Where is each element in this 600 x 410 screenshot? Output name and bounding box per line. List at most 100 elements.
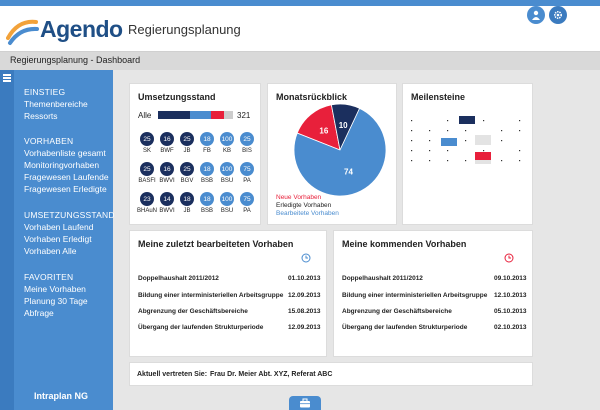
nav-group-einstieg: EINSTIEG Themenbereiche Ressorts [24,86,88,122]
alle-progress-bar[interactable] [158,111,233,119]
sidebar-footer: Intraplan NG [34,391,89,401]
list-item[interactable]: Bildung einer interministeriellen Arbeit… [342,292,488,299]
list-item[interactable]: Übergang der laufenden Strukturperiode [342,324,468,331]
vertretung-label: Aktuell vertreten Sie: [137,371,208,378]
nav-heading[interactable]: EINSTIEG [24,87,66,97]
status-bubble[interactable]: 16 [160,132,174,146]
status-bubble[interactable]: 16 [160,162,174,176]
pie-slice[interactable] [293,107,387,197]
list-title: Meine zuletzt bearbeiteten Vorhaben [138,239,294,249]
bubble-label: JB [183,148,191,154]
status-bubble[interactable]: 14 [160,192,174,206]
nav-heading[interactable]: UMSETZUNGSSTAND [24,210,115,220]
bubble-label: JB [183,208,191,214]
pie-slice-label: 16 [319,127,328,136]
bubble-label: BSU [220,208,234,214]
status-bubble[interactable]: 75 [240,162,254,176]
menu-icon[interactable] [3,74,11,82]
nav-item[interactable]: Vorhabenliste gesamt [24,148,106,158]
list-item[interactable]: Bildung einer interministeriellen Arbeit… [138,292,284,299]
status-bubble[interactable]: 23 [140,192,154,206]
bubble-label: BSB [200,208,213,214]
nav-item[interactable]: Vorhaben Erledigt [24,234,92,244]
status-bubble[interactable]: 25 [140,162,154,176]
card-kommende-vorhaben: Meine kommenden Vorhaben Doppelhaushalt … [333,230,533,357]
nav-item[interactable]: Themenbereiche [24,99,88,109]
logo-swoosh-icon [6,19,39,45]
list-item-date: 12.10.2013 [494,292,527,299]
card-title: Umsetzungsstand [138,92,216,102]
nav-group-favoriten: FAVORITEN Meine Vorhaben Planung 30 Tage… [24,271,88,319]
list-item[interactable]: Doppelhaushalt 2011/2012 [138,275,219,282]
status-bubble[interactable]: 100 [220,162,234,176]
pie-slice-label: 10 [339,121,348,130]
status-bubble[interactable]: 18 [180,192,194,206]
vertretung-bar: Aktuell vertreten Sie: Frau Dr. Meier Ab… [129,362,533,386]
bubble-label: BWVI [159,208,175,214]
alle-bar-segment [224,111,233,119]
status-bubble[interactable]: 18 [200,192,214,206]
status-bubble[interactable]: 18 [200,132,214,146]
nav-item[interactable]: Vorhaben Alle [24,246,77,256]
status-bubble[interactable]: 25 [180,132,194,146]
nav-item[interactable]: Fragewesen Erledigte [24,184,107,194]
list-item[interactable]: Abgrenzung der Geschäftsbereiche [342,308,452,315]
status-bubble[interactable]: 25 [140,132,154,146]
status-bubble[interactable]: 25 [180,162,194,176]
nav-item[interactable]: Planung 30 Tage [24,296,88,306]
list-item[interactable]: Abgrenzung der Geschäftsbereiche [138,308,248,315]
settings-button[interactable] [549,6,567,24]
bubble-label: BSU [220,178,234,184]
card-title: Monatsrückblick [276,92,348,102]
status-bubble[interactable]: 100 [220,192,234,206]
app-title: Regierungsplanung [128,22,241,37]
pie-chart[interactable]: 16 10 74 [268,102,398,202]
nav-group-vorhaben: VORHABEN Vorhabenliste gesamt Monitoring… [24,135,109,195]
list-item[interactable]: Übergang der laufenden Strukturperiode [138,324,264,331]
status-bubble[interactable]: 100 [220,132,234,146]
alle-label: Alle [138,111,152,120]
user-button[interactable] [527,6,545,24]
bubble-label: KB [222,148,231,154]
nav-heading[interactable]: VORHABEN [24,136,74,146]
nav-item[interactable]: Meine Vorhaben [24,284,86,294]
vertretung-value: Frau Dr. Meier Abt. XYZ, Referat ABC [210,371,333,378]
app-header: Agendo Regierungsplanung [0,6,600,52]
nav-item[interactable]: Ressorts [24,111,58,121]
status-bubble[interactable]: 75 [240,192,254,206]
list-item-date: 09.10.2013 [494,275,527,282]
status-bubble[interactable]: 18 [200,162,214,176]
briefcase-button[interactable] [289,396,321,410]
alle-count: 321 [237,111,251,120]
status-bubble[interactable]: 25 [240,132,254,146]
list-item-date: 12.09.2013 [288,292,321,299]
nav-item[interactable]: Abfrage [24,308,54,318]
clock-icon [504,253,514,263]
sidebar: EINSTIEG Themenbereiche Ressorts VORHABE… [0,70,115,410]
briefcase-icon [300,398,310,408]
clock-icon [301,253,311,263]
app-logo[interactable]: Agendo [6,12,123,48]
milestone-calendar[interactable] [403,114,534,224]
nav-heading[interactable]: FAVORITEN [24,272,74,282]
pie-slice[interactable] [296,104,341,151]
top-accent-bar [0,0,600,6]
breadcrumb-bar: Regierungsplanung - Dashboard [0,52,600,70]
legend-neue: Neue Vorhaben [276,194,322,201]
logo-text: Agendo [40,16,123,42]
list-item-date: 12.09.2013 [288,324,321,331]
list-item[interactable]: Doppelhaushalt 2011/2012 [342,275,423,282]
bubble-label: BASFI [138,178,156,184]
bubble-label: PA [243,208,251,214]
nav-item[interactable]: Monitoringvorhaben [24,160,100,170]
bubble-label: BSB [200,178,213,184]
legend-erledigte: Erledigte Vorhaben [276,202,332,209]
card-title: Meilensteine [411,92,466,102]
nav-group-umsetzungsstand: UMSETZUNGSSTAND Vorhaben Laufend Vorhabe… [24,209,115,257]
nav-item[interactable]: Vorhaben Laufend [24,222,94,232]
card-monatsrueckblick: Monatsrückblick 16 10 74 Neue Vorhaben Erl… [267,83,397,225]
bubble-label: BWF [160,148,174,154]
nav-item[interactable]: Fragewesen Laufende [24,172,109,182]
pie-slice-label: 74 [344,167,353,176]
card-umsetzungsstand: Umsetzungsstand Alle 321 25 SK 16 BWF 25 JB 18… [129,83,261,225]
